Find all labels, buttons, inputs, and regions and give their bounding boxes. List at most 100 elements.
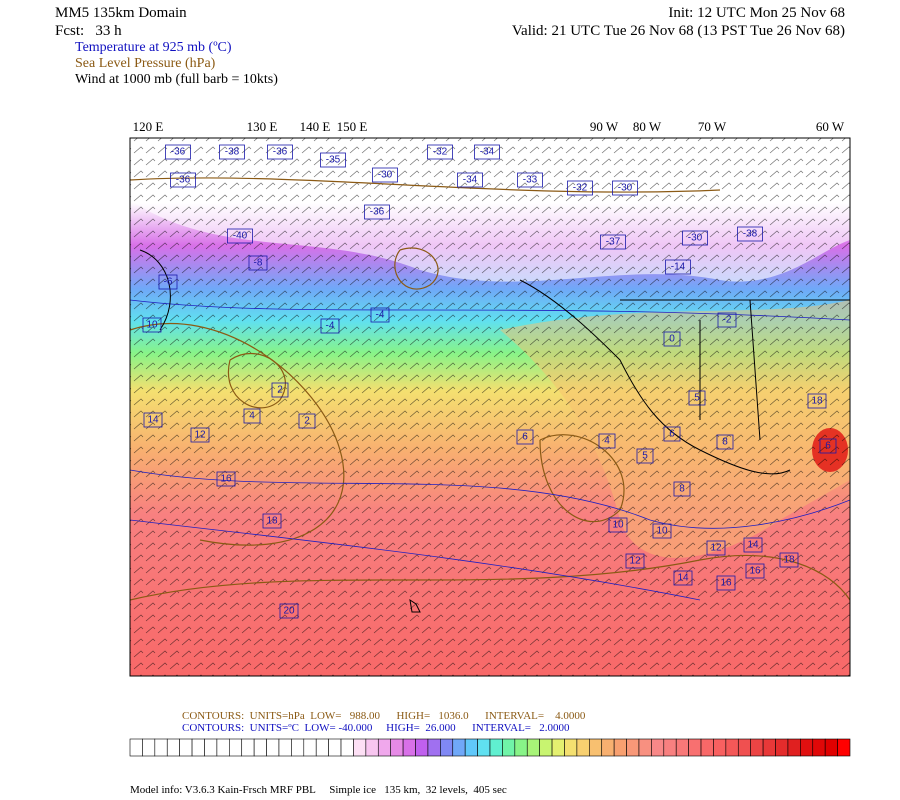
contour-label-box [372,167,398,183]
contour-label-box [190,427,210,443]
contour-label: 2 [304,416,310,427]
color-bar-cell [713,738,727,757]
longitude-label: 130 E [247,119,278,134]
contour-label-box [170,172,196,188]
contour-label-box [262,513,282,529]
color-bar-cell [837,738,851,757]
contour-label-box [608,517,628,533]
init-time: Init: 12 UTC Mon 25 Nov 68 [668,5,845,21]
color-bar-cell [390,738,404,757]
color-bar-cell [800,738,814,757]
pressure-field: Sea Level Pressure (hPa) [75,56,216,71]
color-bar-cell [688,738,702,757]
contour-label-box [717,312,737,328]
contour-label: -30 [378,170,393,181]
color-bar-cell [651,738,665,757]
wind-field: Wind at 1000 mb (full barb = 10kts) [75,72,278,87]
contour-label: -36 [370,207,385,218]
contour-label-box [216,471,236,487]
temperature-contour-info: CONTOURS: UNITS=ºC LOW= -40.000 HIGH= 26… [182,722,570,734]
color-bar-cell [700,738,714,757]
contour-label: -37 [606,237,621,248]
contour-label-box [743,537,763,553]
color-bar-cell [278,738,292,757]
color-bar-cell [266,738,280,757]
forecast-hour: Fcst: 33 h [55,23,122,39]
color-bar-cell [725,738,739,757]
contour-label: -30 [688,233,703,244]
contour-label: -14 [671,262,686,273]
contour-label: -32 [573,183,588,194]
contour-label: -40 [233,231,248,242]
pressure-contour-info: CONTOURS: UNITS=hPa LOW= 988.00 HIGH= 10… [182,710,586,722]
coastlines [139,249,850,613]
color-bar-cell [824,738,838,757]
color-bar-cell [613,738,627,757]
contour-label-box [474,144,500,160]
contour-label-box [158,274,178,290]
contour-label: 8 [679,484,685,495]
contour-label-box [364,204,390,220]
color-bar-cell [526,738,540,757]
color-bar-cell [154,738,168,757]
contour-label: 18 [783,555,795,566]
color-bar-cell [502,738,516,757]
longitude-labels: 120 E 130 E 140 E 150 E 90 W 80 W 70 W 60 W [133,119,845,134]
contour-label: -35 [326,155,341,166]
longitude-label: 120 E [133,119,164,134]
contour-label: 2 [277,385,283,396]
contour-label: -4 [376,310,385,321]
contour-label: 16 [720,578,732,589]
color-bar-cell [737,738,751,757]
longitude-label: 150 E [337,119,368,134]
color-bar-cell [179,738,193,757]
color-bar-cell [340,738,354,757]
contour-label-box [716,575,736,591]
model-info: Model info: V3.6.3 Kain-Frsch MRF PBL Si… [130,784,507,796]
contour-label: 0 [669,334,675,345]
contour-label: 14 [677,573,689,584]
contour-label-box [682,230,708,246]
contour-label: 12 [629,556,641,567]
color-bar-cell [142,738,156,757]
longitude-label: 80 W [633,119,662,134]
color-bar-cell [750,738,764,757]
color-bar-cell [489,738,503,757]
contour-label-box [663,426,681,442]
contour-label: -33 [523,175,538,186]
contour-label-box [219,144,245,160]
contour-label-box [706,540,726,556]
color-bar [129,738,851,757]
contour-label: 18 [266,516,278,527]
map-area: -36 -38 -36 -35 -32 -34 -36 -30 -34 -33 -32 -30 -36 -… [129,137,851,677]
color-bar-cell [464,738,478,757]
contour-label-box [427,144,453,160]
contour-label-box [636,448,654,464]
contour-label: 12 [710,543,722,554]
color-bar-cell [402,738,416,757]
color-bar-cell [551,738,565,757]
longitude-label: 90 W [590,119,619,134]
contour-label: -2 [723,315,732,326]
color-bar-cell [440,738,454,757]
contour-label-box [663,331,681,347]
contour-label-box [517,172,543,188]
contour-label: 14 [147,415,159,426]
contour-label-box [688,390,706,406]
color-bar-cell [415,738,429,757]
contour-label: -30 [618,183,633,194]
contour-label: 10 [656,526,668,537]
contour-label-box [625,553,645,569]
contour-label-box [142,317,162,333]
contour-label: 4 [249,411,255,422]
contour-label: -8 [254,258,263,269]
contour-label-box [716,434,734,450]
color-bar-cell [477,738,491,757]
contour-label: -6 [164,277,173,288]
contour-label: 16 [220,474,232,485]
contour-labels: -36 -38 -36 -35 -32 -34 -36 -30 -34 -33 -32 -30 -36 -… [142,144,837,619]
contour-label: 5 [694,393,700,404]
contour-label: -38 [225,147,240,158]
color-bar-cell [576,738,590,757]
